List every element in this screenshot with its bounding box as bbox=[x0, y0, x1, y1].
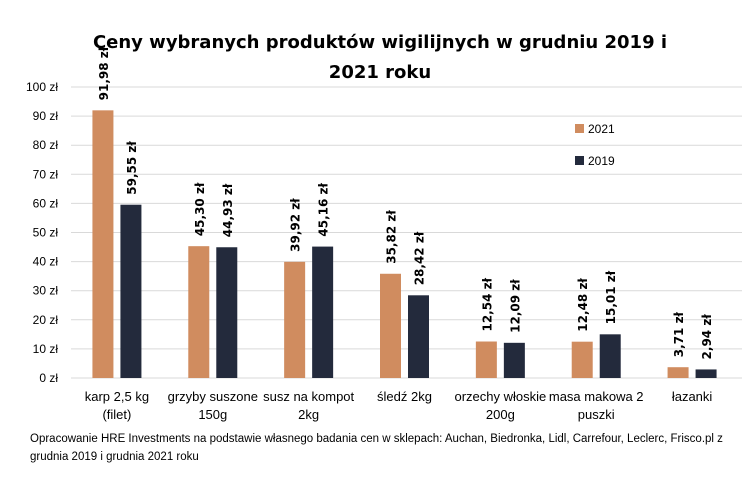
legend-label: 2021 bbox=[588, 122, 615, 136]
legend-swatch-2019 bbox=[575, 156, 584, 165]
x-tick-label: puszki bbox=[578, 407, 615, 422]
bar-2021 bbox=[92, 110, 114, 379]
x-tick-label: 2kg bbox=[298, 407, 319, 422]
y-tick-label: 70 zł bbox=[33, 167, 59, 181]
y-tick-label: 100 zł bbox=[26, 80, 58, 94]
x-tick-label: orzechy włoskie bbox=[454, 389, 546, 404]
y-tick-label: 50 zł bbox=[33, 226, 59, 240]
bar-2019 bbox=[312, 246, 334, 378]
bar-2021 bbox=[188, 246, 210, 378]
x-tick-label: łazanki bbox=[672, 389, 713, 404]
x-tick-label: grzyby suszone bbox=[168, 389, 258, 404]
bar-2021 bbox=[667, 367, 689, 378]
bar-2021 bbox=[475, 341, 497, 378]
data-label: 59,55 zł bbox=[125, 141, 139, 195]
x-tick-label: susz na kompot bbox=[263, 389, 354, 404]
data-label: 44,93 zł bbox=[221, 183, 235, 237]
y-tick-label: 10 zł bbox=[33, 342, 59, 356]
legend-swatch-2021 bbox=[575, 124, 584, 133]
data-label: 12,09 zł bbox=[508, 279, 522, 333]
x-tick-label: masa makowa 2 bbox=[549, 389, 644, 404]
data-label: 3,71 zł bbox=[672, 311, 686, 357]
data-label: 28,42 zł bbox=[413, 231, 427, 285]
source-note: Opracowanie HRE Investments na podstawie… bbox=[30, 433, 723, 463]
data-label: 45,16 zł bbox=[317, 182, 331, 236]
x-tick-label: śledź 2kg bbox=[377, 389, 432, 404]
x-tick-label: karp 2,5 kg bbox=[85, 389, 149, 404]
data-label: 35,82 zł bbox=[385, 210, 399, 264]
bar-2021 bbox=[571, 341, 593, 378]
y-tick-label: 80 zł bbox=[33, 138, 59, 152]
data-label: 12,48 zł bbox=[576, 278, 590, 332]
data-label: 45,30 zł bbox=[193, 182, 207, 236]
bar-2019 bbox=[120, 204, 142, 378]
data-label: 91,98 zł bbox=[97, 46, 111, 100]
bar-2019 bbox=[503, 342, 525, 378]
bar-2019 bbox=[216, 247, 238, 378]
bar-2021 bbox=[284, 261, 306, 378]
bar-2019 bbox=[695, 369, 717, 378]
data-label: 2,94 zł bbox=[700, 314, 714, 360]
y-tick-label: 0 zł bbox=[39, 371, 58, 385]
bar-2021 bbox=[380, 273, 401, 378]
y-tick-label: 30 zł bbox=[33, 284, 59, 298]
chart-title-line-1: Ceny wybranych produktów wigilijnych w g… bbox=[92, 32, 668, 53]
x-tick-label: 200g bbox=[486, 407, 515, 422]
data-label: 12,54 zł bbox=[480, 277, 494, 331]
bar-2019 bbox=[408, 295, 429, 378]
chart-title: Ceny wybranych produktów wigilijnych w g… bbox=[80, 28, 680, 88]
x-tick-label: 150g bbox=[198, 407, 227, 422]
bar-2019 bbox=[599, 334, 621, 378]
y-tick-label: 20 zł bbox=[33, 313, 59, 327]
y-tick-label: 60 zł bbox=[33, 196, 59, 210]
y-tick-label: 90 zł bbox=[33, 109, 59, 123]
chart-title-line-2: 2021 roku bbox=[328, 62, 432, 83]
data-label: 15,01 zł bbox=[604, 270, 618, 324]
legend-label: 2019 bbox=[588, 154, 615, 168]
data-label: 39,92 zł bbox=[289, 198, 303, 252]
x-tick-label: (filet) bbox=[102, 407, 131, 422]
y-tick-label: 40 zł bbox=[33, 255, 59, 269]
